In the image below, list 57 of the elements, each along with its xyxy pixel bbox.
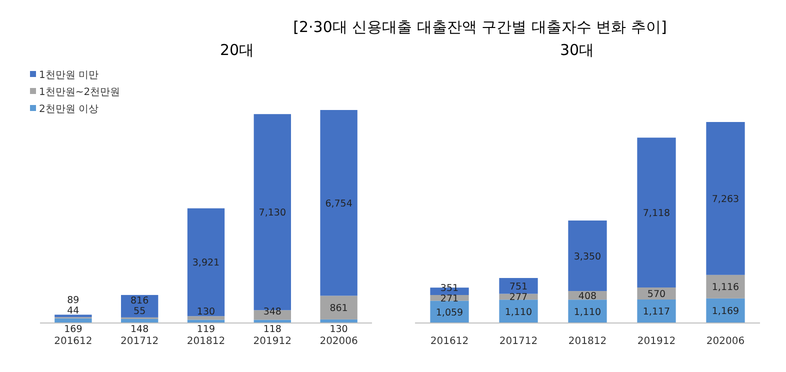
- data-label: 44: [67, 306, 80, 317]
- x-tick-label: 201912: [253, 336, 292, 347]
- data-label: 6,754: [325, 198, 352, 210]
- data-label: 7,263: [712, 194, 740, 205]
- data-label: 3,921: [192, 258, 220, 269]
- data-label: 89: [67, 295, 80, 306]
- data-label: 169: [64, 324, 82, 335]
- bar: [706, 122, 745, 275]
- bar: [706, 274, 745, 298]
- text: [2·30대 신용대출 대출잔액 구간별 대출자수 변화 추이]: [293, 18, 667, 36]
- bar: [568, 300, 607, 323]
- data-label: 816: [130, 295, 149, 306]
- data-label: 130: [196, 306, 216, 318]
- data-label: 119: [196, 324, 216, 335]
- legend-label: 1천만원 미만: [39, 70, 99, 81]
- x-tick-label: 201912: [637, 336, 676, 347]
- bar: [568, 220, 607, 292]
- legend-label: 2천만원 이상: [39, 104, 99, 115]
- x-tick-label: 201612: [430, 336, 469, 347]
- x-tick-label: 201812: [186, 336, 226, 347]
- data-label: 118: [263, 324, 282, 335]
- bar: [499, 278, 538, 294]
- x-tick-label: 201612: [54, 336, 92, 347]
- bar: [637, 138, 676, 288]
- data-label: 1,110: [504, 306, 532, 318]
- chart-subtitle: 20대: [220, 41, 254, 59]
- bar: [187, 208, 225, 316]
- x-tick-label: 201712: [499, 336, 538, 347]
- x-tick-label: 201812: [568, 336, 607, 347]
- data-label: 277: [509, 292, 528, 304]
- data-label: 1,116: [712, 282, 740, 294]
- data-label: 751: [509, 281, 528, 292]
- bar: [187, 316, 225, 320]
- chart-title: 30대: [560, 41, 594, 59]
- data-label: 7,118: [642, 208, 670, 220]
- data-label: 1,169: [712, 306, 740, 318]
- data-label: 130: [330, 324, 348, 335]
- bar: [499, 300, 538, 323]
- x-tick-label: 202006: [320, 336, 358, 347]
- data-label: 570: [647, 288, 666, 300]
- data-label: 3,350: [574, 251, 602, 262]
- legend-label: 1천만원~2천만원: [39, 87, 120, 98]
- data-label: 1,059: [436, 307, 464, 318]
- bar: [320, 110, 358, 296]
- data-label: 148: [130, 324, 149, 335]
- bar: [187, 320, 225, 323]
- bar: [637, 299, 676, 323]
- x-tick-label: 201712: [120, 336, 159, 347]
- x-tick-label: 202006: [706, 336, 745, 347]
- data-label: 1,117: [642, 306, 670, 318]
- bar: [54, 314, 92, 318]
- data-label: 408: [578, 290, 597, 302]
- data-label: 55: [134, 306, 146, 317]
- bar: [320, 296, 358, 320]
- data-label: 7,130: [258, 208, 286, 219]
- data-label: 861: [330, 303, 348, 314]
- data-label: 1,110: [574, 306, 602, 318]
